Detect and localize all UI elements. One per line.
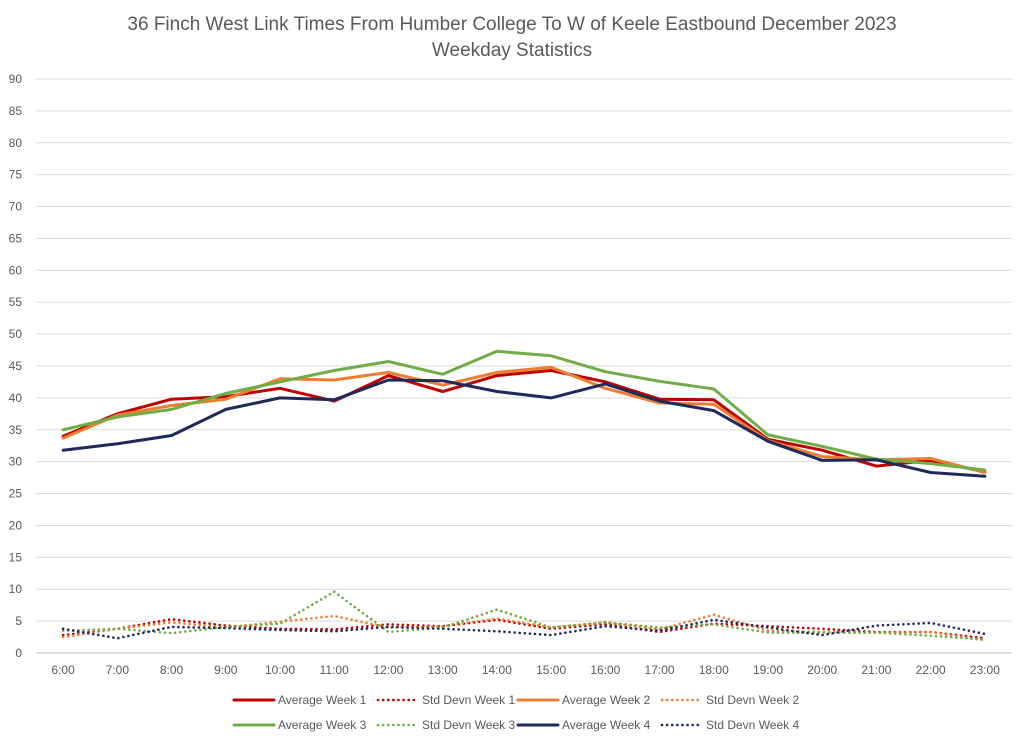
- legend-label: Average Week 3: [278, 718, 367, 732]
- y-tick-label: 70: [9, 200, 23, 214]
- y-tick-label: 30: [9, 455, 23, 469]
- y-tick-label: 10: [9, 582, 23, 596]
- legend-item: Average Week 3: [232, 718, 367, 732]
- legend-item: Average Week 4: [516, 718, 651, 732]
- legend-label: Std Devn Week 3: [422, 718, 515, 732]
- legend-label: Average Week 1: [278, 693, 367, 707]
- legend-label: Std Devn Week 4: [706, 718, 799, 732]
- x-tick-label: 18:00: [699, 663, 729, 677]
- x-tick-label: 19:00: [753, 663, 783, 677]
- legend-label: Std Devn Week 2: [706, 693, 799, 707]
- x-tick-label: 16:00: [590, 663, 620, 677]
- series-lines: [61, 349, 987, 642]
- y-tick-label: 90: [9, 72, 23, 86]
- legend-item: Average Week 2: [516, 693, 651, 707]
- legend-label: Average Week 4: [562, 718, 651, 732]
- x-tick-label: 13:00: [428, 663, 458, 677]
- grid-lines: [36, 78, 1012, 654]
- y-tick-label: 5: [15, 614, 22, 628]
- series-line-average-week-2: [61, 365, 987, 474]
- x-tick-label: 6:00: [51, 663, 75, 677]
- y-tick-label: 85: [9, 104, 23, 118]
- series-line-std-devn-week-4: [61, 618, 987, 640]
- y-tick-label: 20: [9, 518, 23, 532]
- x-tick-label: 12:00: [373, 663, 403, 677]
- x-tick-label: 23:00: [970, 663, 1000, 677]
- series-line-average-week-3: [61, 349, 987, 472]
- x-tick-label: 8:00: [160, 663, 184, 677]
- y-tick-label: 15: [9, 550, 23, 564]
- y-tick-label: 75: [9, 168, 23, 182]
- legend-label: Average Week 2: [562, 693, 651, 707]
- x-axis-ticks: 6:00 7:00 8:00 9:00 10:00 11:00 12:00 13:00 14:0…: [51, 663, 1000, 677]
- y-tick-label: 35: [9, 423, 23, 437]
- y-tick-label: 60: [9, 263, 23, 277]
- x-tick-label: 7:00: [106, 663, 130, 677]
- y-tick-label: 65: [9, 231, 23, 245]
- y-tick-label: 0: [15, 646, 22, 660]
- x-tick-label: 20:00: [807, 663, 837, 677]
- series-line-std-devn-week-1: [61, 617, 987, 640]
- x-tick-label: 15:00: [536, 663, 566, 677]
- y-tick-label: 45: [9, 359, 23, 373]
- legend-item: Std Devn Week 2: [660, 693, 799, 707]
- x-tick-label: 17:00: [645, 663, 675, 677]
- x-tick-label: 22:00: [916, 663, 946, 677]
- legend-item: Std Devn Week 1: [376, 693, 515, 707]
- x-tick-label: 14:00: [482, 663, 512, 677]
- y-axis-ticks: 0 5 10 15 20 25 30 35 40 45 50 55 60 65 70 75 80 85 90: [9, 72, 23, 660]
- y-tick-label: 80: [9, 136, 23, 150]
- series-line-std-devn-week-3: [61, 590, 987, 641]
- legend-item: Average Week 1: [232, 693, 367, 707]
- legend: Average Week 1 Std Devn Week 1 Average Wee…: [232, 693, 799, 732]
- series-line-std-devn-week-2: [61, 613, 987, 642]
- y-tick-label: 55: [9, 295, 23, 309]
- series-line-average-week-4: [61, 378, 987, 478]
- y-tick-label: 40: [9, 391, 23, 405]
- chart-subtitle: Weekday Statistics: [432, 40, 592, 61]
- x-tick-label: 10:00: [265, 663, 295, 677]
- legend-label: Std Devn Week 1: [422, 693, 515, 707]
- y-tick-label: 50: [9, 327, 23, 341]
- legend-item: Std Devn Week 3: [376, 718, 515, 732]
- x-tick-label: 9:00: [214, 663, 238, 677]
- legend-item: Std Devn Week 4: [660, 718, 799, 732]
- x-tick-label: 21:00: [861, 663, 891, 677]
- y-tick-label: 25: [9, 487, 23, 501]
- chart-title: 36 Finch West Link Times From Humber Col…: [127, 14, 896, 35]
- x-tick-label: 11:00: [320, 663, 349, 677]
